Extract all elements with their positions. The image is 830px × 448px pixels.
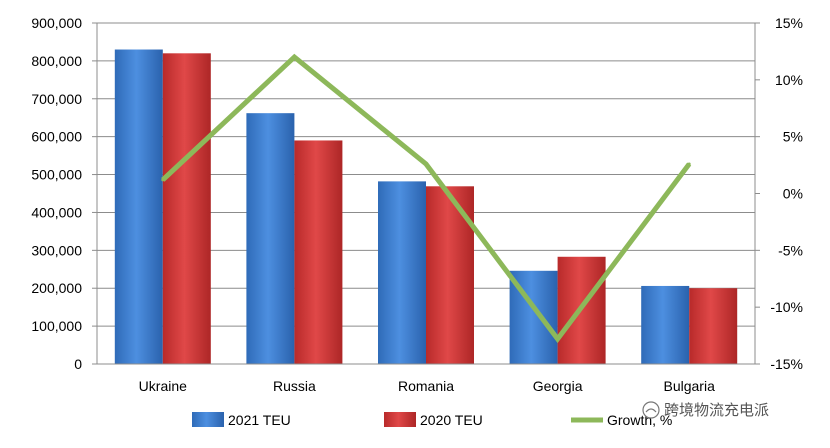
growth-point [556, 337, 560, 341]
y2-tick-label: -10% [770, 299, 803, 315]
y2-tick-label: 15% [775, 15, 803, 31]
bar-2020-teu [426, 186, 474, 364]
y-tick-label: 700,000 [31, 91, 82, 107]
x-tick-label: Bulgaria [664, 378, 716, 394]
bars [114, 49, 738, 365]
bar-2021-teu [378, 181, 426, 364]
y2-tick-label: 5% [783, 129, 803, 145]
watermark-logo-icon [642, 401, 660, 419]
growth-line-layer [161, 53, 692, 344]
x-tick-label: Ukraine [139, 378, 187, 394]
y-tick-label: 200,000 [31, 280, 82, 296]
watermark-logo-detail [645, 408, 657, 413]
legend-label: Growth, % [607, 412, 672, 428]
y-tick-label: 900,000 [31, 15, 82, 31]
bar-2021-teu [114, 49, 163, 365]
bar-2020-teu [689, 288, 738, 364]
bar-2021-teu [246, 113, 295, 364]
y-tick-label: 0 [74, 356, 82, 372]
y2-tick-label: -15% [770, 356, 803, 372]
watermark-text: 跨境物流充电派 [664, 401, 769, 419]
y2-tick-label: 10% [775, 72, 803, 88]
legend-swatch [384, 412, 416, 427]
watermark: 跨境物流充电派 [642, 401, 769, 419]
legend-swatch [192, 412, 224, 427]
y-tick-label: 800,000 [31, 53, 82, 69]
y2-tick-label: 0% [783, 186, 803, 202]
y-tick-label: 300,000 [31, 242, 82, 258]
growth-point [687, 162, 691, 166]
growth-point [292, 55, 296, 59]
legend-label: 2020 TEU [420, 412, 483, 428]
growth-point [424, 162, 428, 166]
x-tick-label: Romania [398, 378, 454, 394]
y-tick-label: 400,000 [31, 204, 82, 220]
x-tick-label: Georgia [533, 378, 583, 394]
legend-label: 2021 TEU [228, 412, 291, 428]
legend: 2021 TEU 2020 TEU Growth, % [192, 412, 672, 428]
bar-2020-teu [162, 53, 211, 365]
tick-labels: 0 100,000 200,000 300,000 400,000 500,000 600,… [31, 15, 803, 394]
x-tick-label: Russia [273, 378, 316, 394]
y-tick-label: 600,000 [31, 129, 82, 145]
growth-point [161, 178, 165, 182]
bar-2021-teu [641, 285, 690, 364]
y-tick-label: 500,000 [31, 167, 82, 183]
y-tick-label: 100,000 [31, 318, 82, 334]
y2-tick-label: -5% [778, 242, 803, 258]
bar-2020-teu [294, 140, 343, 364]
axes [92, 22, 760, 365]
